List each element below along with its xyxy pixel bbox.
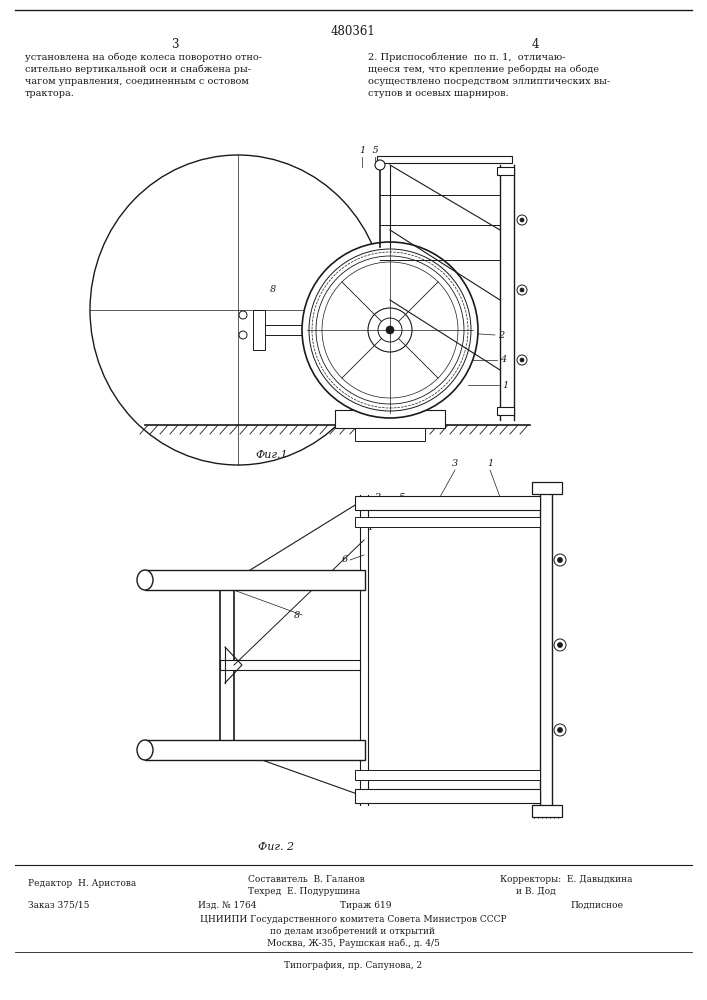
Bar — [532, 805, 562, 817]
Text: 2: 2 — [498, 330, 504, 340]
Text: Типография, пр. Сапунова, 2: Типография, пр. Сапунова, 2 — [284, 961, 422, 970]
Bar — [220, 660, 360, 670]
Text: Подписное: Подписное — [570, 901, 623, 910]
Text: и В. Дод: и В. Дод — [516, 887, 556, 896]
Circle shape — [368, 308, 412, 352]
Text: 4: 4 — [500, 356, 506, 364]
Text: 8: 8 — [270, 286, 276, 294]
Text: 1: 1 — [502, 380, 508, 389]
Circle shape — [517, 285, 527, 295]
Text: 7: 7 — [319, 584, 325, 592]
Circle shape — [517, 215, 527, 225]
Text: 1: 1 — [487, 459, 493, 468]
Text: установлена на ободе колеса поворотно отно-
сительно вертикальной оси и снабжена: установлена на ободе колеса поворотно от… — [25, 52, 262, 98]
Bar — [377, 156, 512, 163]
Text: Корректоры:  Е. Давыдкина: Корректоры: Е. Давыдкина — [500, 875, 633, 884]
Text: 8: 8 — [293, 610, 300, 619]
Bar — [145, 740, 365, 760]
Text: 480361: 480361 — [331, 25, 375, 38]
Circle shape — [378, 318, 402, 342]
Text: Составитель  В. Галанов: Составитель В. Галанов — [248, 875, 365, 884]
Ellipse shape — [90, 155, 386, 465]
Circle shape — [554, 639, 566, 651]
Circle shape — [386, 326, 394, 334]
Text: Техред  Е. Подурушина: Техред Е. Подурушина — [248, 887, 361, 896]
Text: 3: 3 — [171, 38, 179, 51]
Bar — [355, 770, 540, 780]
Text: Заказ 375/15: Заказ 375/15 — [28, 901, 90, 910]
Text: 3: 3 — [452, 459, 458, 468]
Circle shape — [520, 288, 524, 292]
Bar — [253, 310, 265, 350]
Bar — [145, 570, 365, 590]
Bar — [355, 428, 425, 441]
Circle shape — [554, 554, 566, 566]
Bar — [335, 410, 445, 428]
Bar — [497, 167, 514, 175]
Circle shape — [239, 331, 247, 339]
Circle shape — [517, 355, 527, 365]
Text: 4: 4 — [366, 524, 372, 532]
Text: Изд. № 1764: Изд. № 1764 — [198, 901, 257, 910]
Ellipse shape — [137, 740, 153, 760]
Text: Фиг. 2: Фиг. 2 — [258, 842, 294, 852]
Circle shape — [375, 160, 385, 170]
Circle shape — [520, 358, 524, 362]
Circle shape — [309, 249, 471, 411]
Circle shape — [316, 256, 464, 404]
Bar — [355, 517, 540, 527]
Text: 1  5: 1 5 — [360, 146, 379, 155]
Circle shape — [558, 643, 563, 648]
Text: ЦНИИПИ Государственного комитета Совета Министров СССР: ЦНИИПИ Государственного комитета Совета … — [199, 915, 506, 924]
Ellipse shape — [137, 570, 153, 590]
Circle shape — [302, 242, 478, 418]
Text: Фиг.1: Фиг.1 — [255, 450, 288, 460]
Bar — [355, 496, 540, 510]
Text: по делам изобретений и открытий: по делам изобретений и открытий — [271, 927, 436, 936]
Bar — [355, 789, 540, 803]
Bar — [532, 482, 562, 494]
Circle shape — [558, 558, 563, 562]
Text: Редактор  Н. Аристова: Редактор Н. Аристова — [28, 879, 136, 888]
Text: 4: 4 — [531, 38, 539, 51]
Circle shape — [322, 262, 458, 398]
Text: 6: 6 — [341, 556, 348, 564]
Circle shape — [520, 218, 524, 222]
Text: Москва, Ж-35, Раушская наб., д. 4/5: Москва, Ж-35, Раушская наб., д. 4/5 — [267, 939, 440, 948]
Circle shape — [554, 724, 566, 736]
Circle shape — [239, 311, 247, 319]
Text: 5: 5 — [399, 493, 405, 502]
Text: 2. Приспособление  по п. 1,  отличаю-
щееся тем, что крепление реборды на ободе
: 2. Приспособление по п. 1, отличаю- щеес… — [368, 52, 610, 98]
Text: 2: 2 — [374, 493, 380, 502]
Text: Тираж 619: Тираж 619 — [340, 901, 392, 910]
Bar — [497, 407, 514, 415]
Circle shape — [558, 728, 563, 732]
Bar — [258, 325, 370, 335]
